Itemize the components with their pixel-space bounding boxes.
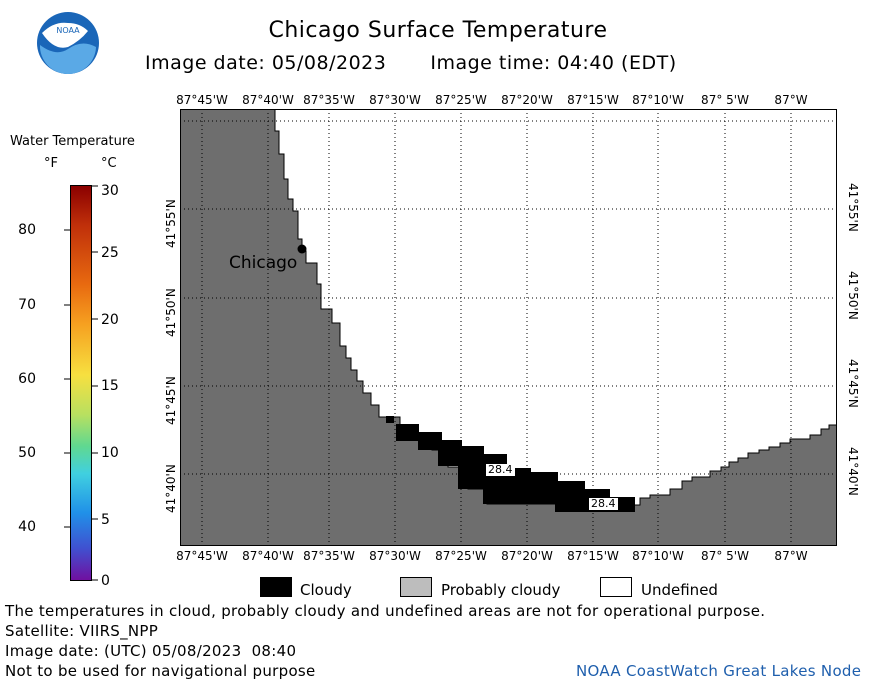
utc-date-text: Image date: (UTC) 05/08/2023 08:40: [5, 642, 297, 660]
key-label-probably-cloudy: Probably cloudy: [441, 581, 561, 599]
tick-f-60: 60: [18, 371, 36, 387]
lon-label-top: 87°40'W: [242, 93, 294, 107]
lat-label-right: 41°40'N: [846, 447, 860, 496]
lon-label-top: 87°35'W: [303, 93, 355, 107]
unit-fahrenheit: °F: [44, 156, 58, 171]
tick-c-25: 25: [101, 245, 119, 261]
key-label-undefined: Undefined: [641, 581, 718, 599]
lon-label-bottom: 87°W: [774, 549, 808, 563]
tick-c-5: 5: [101, 512, 110, 528]
key-swatch-probably-cloudy: [400, 577, 432, 597]
lon-label-top: 87°10'W: [632, 93, 684, 107]
tick-f-70: 70: [18, 297, 36, 313]
lon-label-bottom: 87°10'W: [632, 549, 684, 563]
key-swatch-cloudy: [260, 577, 292, 597]
lon-label-bottom: 87°20'W: [501, 549, 553, 563]
tick-f-80: 80: [18, 222, 36, 238]
tick-c-10: 10: [101, 445, 119, 461]
lon-label-top: 87°20'W: [501, 93, 553, 107]
lon-label-top: 87°15'W: [567, 93, 619, 107]
lon-label-bottom: 87°40'W: [242, 549, 294, 563]
lon-label-bottom: 87°25'W: [435, 549, 487, 563]
lat-label-left: 41°45'N: [164, 376, 178, 425]
lon-label-bottom: 87° 5'W: [701, 549, 749, 563]
tick-c-20: 20: [101, 312, 119, 328]
satellite-text: Satellite: VIIRS_NPP: [5, 622, 159, 640]
navigation-warning: Not to be used for navigational purpose: [5, 662, 316, 680]
lat-label-left: 41°50'N: [164, 288, 178, 337]
image-date: Image date: 05/08/2023: [145, 52, 387, 74]
tick-f-40: 40: [18, 519, 36, 535]
subtitle: Image date: 05/08/2023 Image time: 04:40 …: [145, 52, 721, 74]
lat-label-left: 41°55'N: [164, 199, 178, 248]
lon-label-top: 87° 5'W: [701, 93, 749, 107]
lon-label-bottom: 87°35'W: [303, 549, 355, 563]
image-time: Image time: 04:40 (EDT): [430, 52, 677, 74]
tick-f-50: 50: [18, 445, 36, 461]
lon-label-top: 87°25'W: [435, 93, 487, 107]
temp-label: 28.4: [589, 497, 618, 510]
tick-c-0: 0: [101, 573, 110, 589]
color-scale-ticks: [64, 185, 98, 581]
lon-label-bottom: 87°45'W: [176, 549, 228, 563]
lon-label-top: 87°30'W: [369, 93, 421, 107]
chicago-marker: [297, 244, 307, 254]
key-swatch-undefined: [600, 577, 632, 597]
noaa-logo: NOAA: [37, 12, 99, 75]
node-credit: NOAA CoastWatch Great Lakes Node: [576, 662, 862, 680]
legend-title: Water Temperature: [10, 134, 135, 149]
lon-label-bottom: 87°30'W: [369, 549, 421, 563]
lon-label-top: 87°W: [774, 93, 808, 107]
key-label-cloudy: Cloudy: [300, 581, 352, 599]
tick-c-30: 30: [101, 183, 119, 199]
logo-text: NOAA: [56, 26, 80, 35]
tick-c-15: 15: [101, 378, 119, 394]
color-scale-bar: [70, 185, 92, 581]
page-title: Chicago Surface Temperature: [268, 18, 608, 43]
city-label-chicago: Chicago: [229, 253, 298, 273]
temp-label: 28.4: [486, 463, 515, 476]
lon-label-bottom: 87°15'W: [567, 549, 619, 563]
map-panel: [180, 109, 837, 546]
lon-label-top: 87°45'W: [176, 93, 228, 107]
unit-celsius: °C: [101, 156, 117, 171]
lat-label-right: 41°55'N: [846, 183, 860, 232]
disclaimer-text: The temperatures in cloud, probably clou…: [5, 602, 766, 620]
lat-label-right: 41°45'N: [846, 359, 860, 408]
lat-label-right: 41°50'N: [846, 271, 860, 320]
lat-label-left: 41°40'N: [164, 464, 178, 513]
